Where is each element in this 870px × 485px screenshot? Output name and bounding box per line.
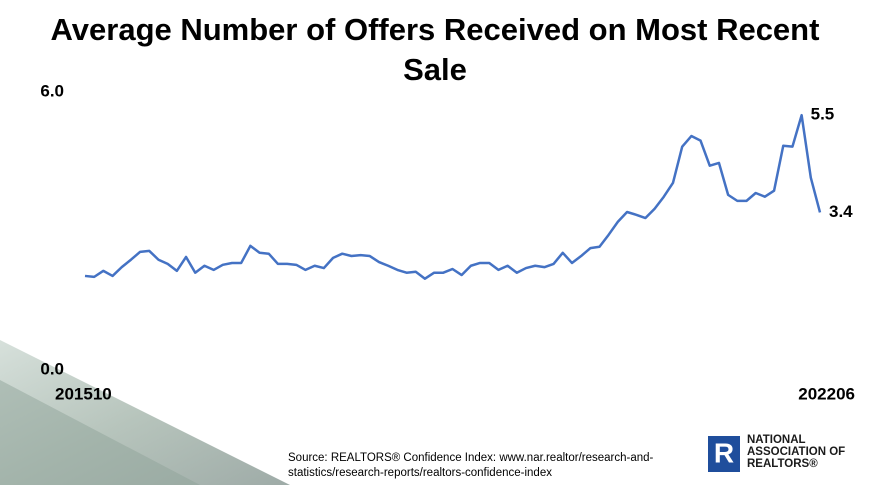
- x-tick-label: 201510: [55, 384, 112, 403]
- logo-line: NATIONAL: [747, 434, 806, 446]
- x-tick-label: 202206: [798, 384, 855, 403]
- y-tick-label: 6.0: [40, 81, 64, 100]
- chart-title: Average Number of Offers Received on Mos…: [50, 12, 820, 87]
- value-label: 3.4: [829, 202, 853, 221]
- value-label: 5.5: [811, 105, 835, 124]
- background-photo-shade: [0, 380, 200, 485]
- logo-mark: [708, 436, 740, 472]
- y-tick-label: 0.0: [40, 359, 64, 378]
- source-note: Source: REALTORS® Confidence Index: www.…: [288, 452, 654, 479]
- logo-text: NATIONAL ASSOCIATION OF REALTORS®: [747, 434, 845, 470]
- logo-letter: R: [714, 437, 734, 468]
- logo-line: REALTORS®: [747, 458, 818, 470]
- logo-line: ASSOCIATION OF: [747, 446, 846, 458]
- data-line: [84, 113, 822, 280]
